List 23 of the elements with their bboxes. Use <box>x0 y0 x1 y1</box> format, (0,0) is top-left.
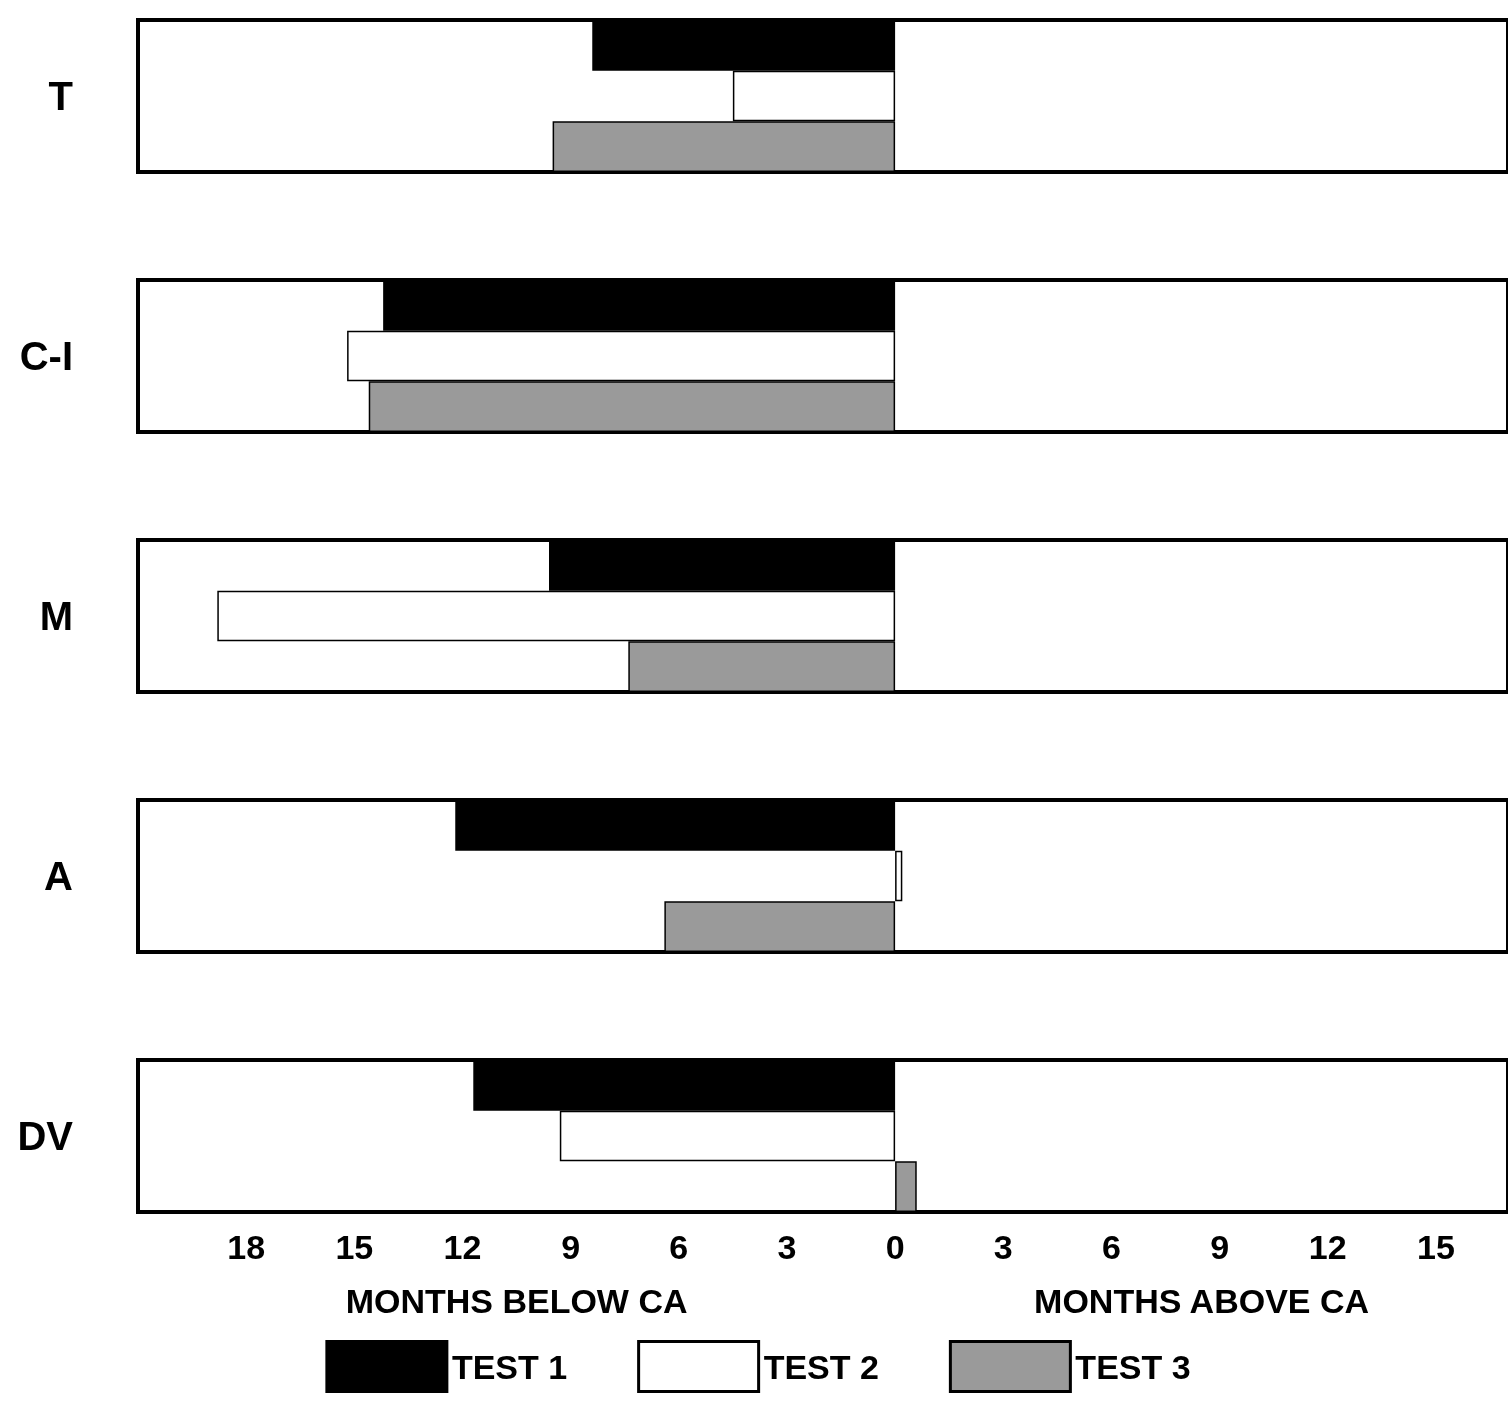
x-tick-label: 15 <box>335 1228 374 1266</box>
y-tick-label: C-I <box>19 334 73 378</box>
y-tick-label: A <box>44 854 73 898</box>
x-tick-label: 12 <box>1308 1228 1347 1266</box>
x-tick-label: 18 <box>227 1228 266 1266</box>
legend-label: TEST 3 <box>1075 1347 1191 1386</box>
x-tick-label: 15 <box>1416 1228 1455 1266</box>
y-tick-label: M <box>39 594 73 638</box>
legend-label: TEST 2 <box>763 1347 879 1386</box>
x-axis-title: MONTHS BELOW CA <box>345 1282 688 1320</box>
x-tick-label: 0 <box>885 1228 905 1266</box>
x-tick-label: 3 <box>993 1228 1013 1266</box>
y-tick-label: DV <box>17 1114 74 1158</box>
legend-label: TEST 1 <box>451 1347 568 1386</box>
x-tick-label: 12 <box>443 1228 482 1266</box>
x-tick-label: 9 <box>561 1228 581 1266</box>
x-tick-label: 9 <box>1210 1228 1230 1266</box>
bar <box>895 850 903 902</box>
x-tick-label: 6 <box>669 1228 689 1266</box>
x-tick-label: 3 <box>777 1228 797 1266</box>
text: MONTHS ABOVE CA <box>1034 1282 1370 1320</box>
y-tick-label: T <box>48 74 73 118</box>
x-tick-label: 6 <box>1101 1228 1121 1266</box>
